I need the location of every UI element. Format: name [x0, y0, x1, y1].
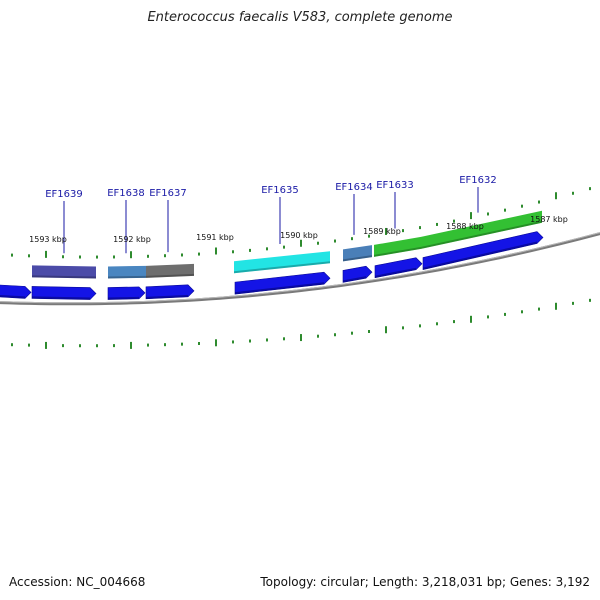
gene-block-shadow — [146, 273, 194, 278]
gene-block-shadow — [421, 220, 542, 249]
cds-arrows — [0, 231, 544, 300]
gene-label-ef1635[interactable]: EF1635 — [261, 185, 299, 196]
kbp-label: 1587 kbp — [530, 215, 568, 224]
map-title: Enterococcus faecalis V583, complete gen… — [147, 10, 453, 25]
gene-block-shadow — [374, 246, 421, 257]
gene-label-ef1637[interactable]: EF1637 — [149, 188, 187, 199]
gene-labels: EF1639 EF1638 EF1637 EF1635 EF1634 EF1633 EF16… — [45, 175, 497, 254]
cds-arrow[interactable] — [0, 284, 32, 299]
gene-block-ef1638[interactable] — [108, 265, 146, 279]
gene-label-ef1632[interactable]: EF1632 — [459, 175, 497, 186]
gene-block-shadow — [108, 275, 146, 279]
genome-backbone — [0, 232, 600, 306]
gene-label-ef1634[interactable]: EF1634 — [335, 182, 373, 193]
topology-summary: Topology: circular; Length: 3,218,031 bp… — [260, 575, 590, 589]
kbp-label: 1588 kbp — [446, 222, 484, 231]
gene-block-shadow — [32, 275, 96, 279]
gene-label-ef1639[interactable]: EF1639 — [45, 189, 83, 200]
cds-arrow-shadow — [423, 241, 537, 270]
cds-arrow-shadow — [343, 276, 366, 283]
cds-arrow-shadow — [375, 267, 416, 278]
kbp-label: 1593 kbp — [29, 235, 67, 244]
backbone-highlight — [0, 232, 600, 304]
kbp-label: 1590 kbp — [280, 231, 318, 240]
cds-arrow-shadow — [0, 294, 25, 299]
gene-block-ef1634[interactable] — [343, 245, 372, 262]
gene-block-ef1637[interactable] — [146, 263, 194, 278]
gene-block-ef1633[interactable] — [374, 236, 421, 257]
gene-block-shadow — [234, 261, 330, 274]
gene-block-shadow — [343, 255, 372, 262]
gene-block-ef1632[interactable] — [421, 210, 542, 249]
tick-marks — [11, 187, 591, 349]
cds-arrow-shadow — [108, 296, 139, 300]
kbp-label: 1592 kbp — [113, 235, 151, 244]
gene-block-ef1639[interactable] — [32, 265, 96, 279]
gene-label-ef1633[interactable]: EF1633 — [376, 180, 414, 191]
gene-block-ef1635[interactable] — [234, 251, 330, 274]
cds-arrow-shadow — [146, 294, 188, 299]
kbp-label: 1591 kbp — [196, 233, 234, 242]
cds-arrow-shadow — [32, 296, 90, 300]
accession-text: Accession: NC_004668 — [9, 575, 146, 589]
gene-label-ef1638[interactable]: EF1638 — [107, 188, 145, 199]
cds-arrow-shadow — [235, 282, 324, 295]
backbone-line — [0, 232, 600, 306]
kbp-label: 1589 kbp — [363, 227, 401, 236]
gene-features — [32, 210, 542, 279]
kbp-labels: 1593 kbp 1592 kbp 1591 kbp 1590 kbp 1589 kbp… — [29, 215, 568, 244]
